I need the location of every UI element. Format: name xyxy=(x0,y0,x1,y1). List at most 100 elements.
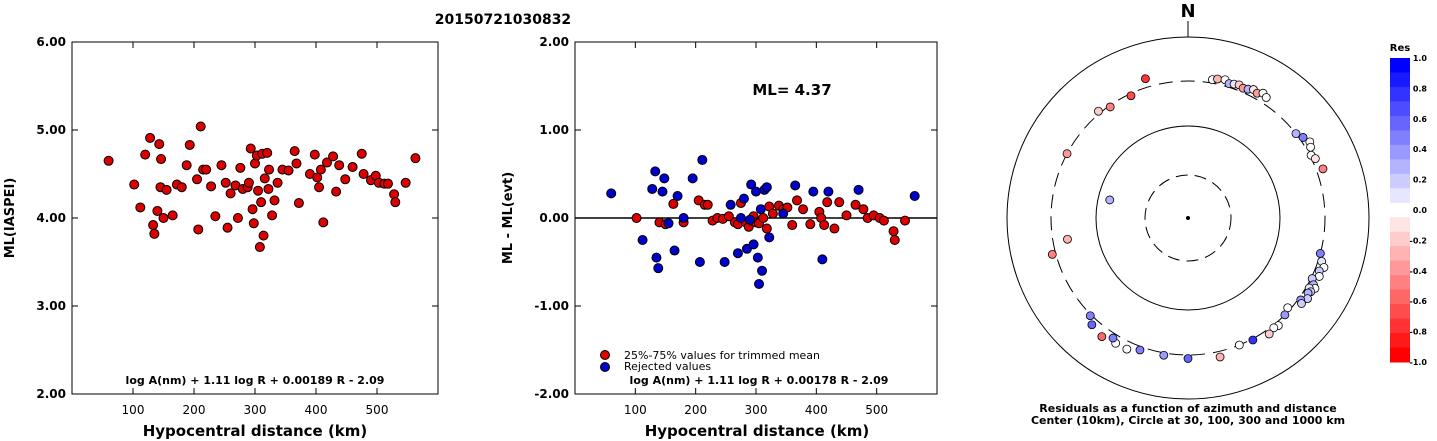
polar-data-point xyxy=(1310,154,1320,164)
plot0-data-point xyxy=(193,224,204,235)
polar-data-point xyxy=(1280,310,1290,320)
plot1-data-point xyxy=(761,182,772,193)
polar-data-point xyxy=(1297,299,1306,308)
polar-data-point xyxy=(1105,102,1115,112)
polar-data-point xyxy=(1291,129,1301,139)
plot1-data-point xyxy=(757,265,768,276)
plot0-ytick-label: 4.00 xyxy=(36,211,66,225)
plot0-data-point xyxy=(269,195,280,206)
colorbar-cell xyxy=(1390,318,1410,334)
plot1-data-point xyxy=(702,199,713,210)
colorbar-cell xyxy=(1390,188,1410,204)
plot1-data-point xyxy=(672,191,683,201)
plot0-data-point xyxy=(318,217,329,228)
plot1-data-point xyxy=(761,223,772,234)
plot1-data-point xyxy=(778,208,789,219)
plot1-data-point xyxy=(647,183,658,194)
plot0-data-point xyxy=(328,151,339,162)
plot0-data-point xyxy=(167,210,178,221)
figure-title: 20150721030832 xyxy=(435,12,571,28)
plot0-data-point xyxy=(216,160,227,171)
plot1-data-point xyxy=(900,215,911,226)
plot1-data-point xyxy=(822,197,833,208)
plot1-data-point xyxy=(767,208,778,219)
plot0-xtick-label: 300 xyxy=(244,403,267,417)
legend-marker-rejected xyxy=(600,362,610,372)
plot1-data-point xyxy=(732,248,743,259)
plot1-data-point xyxy=(754,279,765,289)
plot1-data-point xyxy=(697,154,708,165)
plot0-data-point xyxy=(154,139,165,150)
ring-300km xyxy=(1050,80,1326,356)
colorbar-cell xyxy=(1390,144,1410,160)
colorbar-cell xyxy=(1390,275,1410,291)
plot1-data-point xyxy=(755,204,766,215)
plot1-ytick-label: 0.00 xyxy=(539,211,569,225)
plot0-data-point xyxy=(410,153,421,164)
legend-label-trimmed: 25%-75% values for trimmed mean xyxy=(624,349,820,362)
polar-data-point xyxy=(1264,329,1274,339)
plot1-data-point xyxy=(805,219,816,230)
colorbar-cell xyxy=(1390,58,1410,73)
plot1-data-point xyxy=(858,204,869,215)
plot1-ylabel: ML(IASPEI) xyxy=(3,178,18,259)
polar-data-point xyxy=(1183,354,1193,363)
colorbar-tick-label: -0.2 xyxy=(1410,236,1428,245)
colorbar-cell xyxy=(1390,333,1410,349)
polar-data-point xyxy=(1094,106,1103,116)
plot1-xtick-label: 200 xyxy=(684,403,707,417)
plot-ml-iaspei: 100 200 300 400 500 2.00 3.00 4.00 5.00 6.00 log … xyxy=(3,35,439,440)
plot1-data-point xyxy=(659,173,670,184)
legend-label-rejected: Rejected values xyxy=(624,360,711,373)
plot0-data-point xyxy=(382,178,393,189)
plot1-data-point xyxy=(819,220,830,231)
plot0-xtick-label: 500 xyxy=(366,403,389,417)
polar-caption-1: Residuals as a function of azimuth and d… xyxy=(1039,402,1336,415)
colorbar-title: Res xyxy=(1390,43,1410,54)
colorbar-tick-label: 0.0 xyxy=(1413,206,1428,215)
ring-1000km xyxy=(1006,36,1370,400)
plot0-data-point xyxy=(314,182,325,193)
plot-azimuth-residuals: N Residuals as a function of azimuth and… xyxy=(1006,1,1370,427)
plot1-data-point xyxy=(637,235,648,245)
plot0-data-point xyxy=(289,146,300,157)
plot0-data-point xyxy=(220,177,231,188)
plot0-data-point xyxy=(321,157,332,168)
polar-data-point xyxy=(1087,320,1097,330)
colorbar-tick-label: 0.8 xyxy=(1413,84,1428,93)
plot0-data-point xyxy=(309,149,320,160)
colorbar-cells xyxy=(1390,58,1410,363)
colorbar-cell xyxy=(1390,246,1410,262)
plot0-data-point xyxy=(235,162,246,173)
plot1-data-point xyxy=(687,173,698,184)
polar-data-point xyxy=(1062,149,1072,159)
plot0-data-point xyxy=(248,218,259,229)
colorbar-cell xyxy=(1390,130,1410,146)
legend-marker-trimmed xyxy=(600,350,610,360)
plot0-data-point xyxy=(222,222,233,233)
north-label: N xyxy=(1180,1,1195,22)
plot0-xtick-label: 100 xyxy=(122,403,145,417)
plot0-ytick-label: 2.00 xyxy=(36,387,66,401)
plot0-data-point xyxy=(259,173,270,184)
colorbar-cell xyxy=(1390,202,1410,218)
plot1-data-point xyxy=(878,215,889,226)
plot1-data-point xyxy=(808,186,819,197)
plot0-data-point xyxy=(340,174,351,185)
plot0-xtick-label: 200 xyxy=(183,403,206,417)
plot-ml-residual: 100 200 300 400 500 -2.00 -1.00 0.00 1.00 2.00 ML… xyxy=(501,35,938,440)
plot0-data-point xyxy=(331,186,342,197)
plot0-ytick-label: 6.00 xyxy=(36,35,66,49)
plot1-data-point xyxy=(746,179,757,190)
plot1-formula: log A(nm) + 1.11 log R + 0.00189 R - 2.0… xyxy=(126,374,385,387)
plot0-data-point xyxy=(293,198,304,209)
plot2-points xyxy=(606,154,920,289)
plot0-ytick-label: 5.00 xyxy=(36,123,66,137)
colorbar-cell xyxy=(1390,231,1410,247)
colorbar-tick-label: -0.6 xyxy=(1410,297,1428,306)
plot1-data-point xyxy=(817,254,828,265)
plot1-data-point xyxy=(829,223,840,234)
plot0-data-point xyxy=(253,185,264,196)
plot1-xtick-label: 400 xyxy=(805,403,828,417)
plot0-data-point xyxy=(256,197,267,208)
